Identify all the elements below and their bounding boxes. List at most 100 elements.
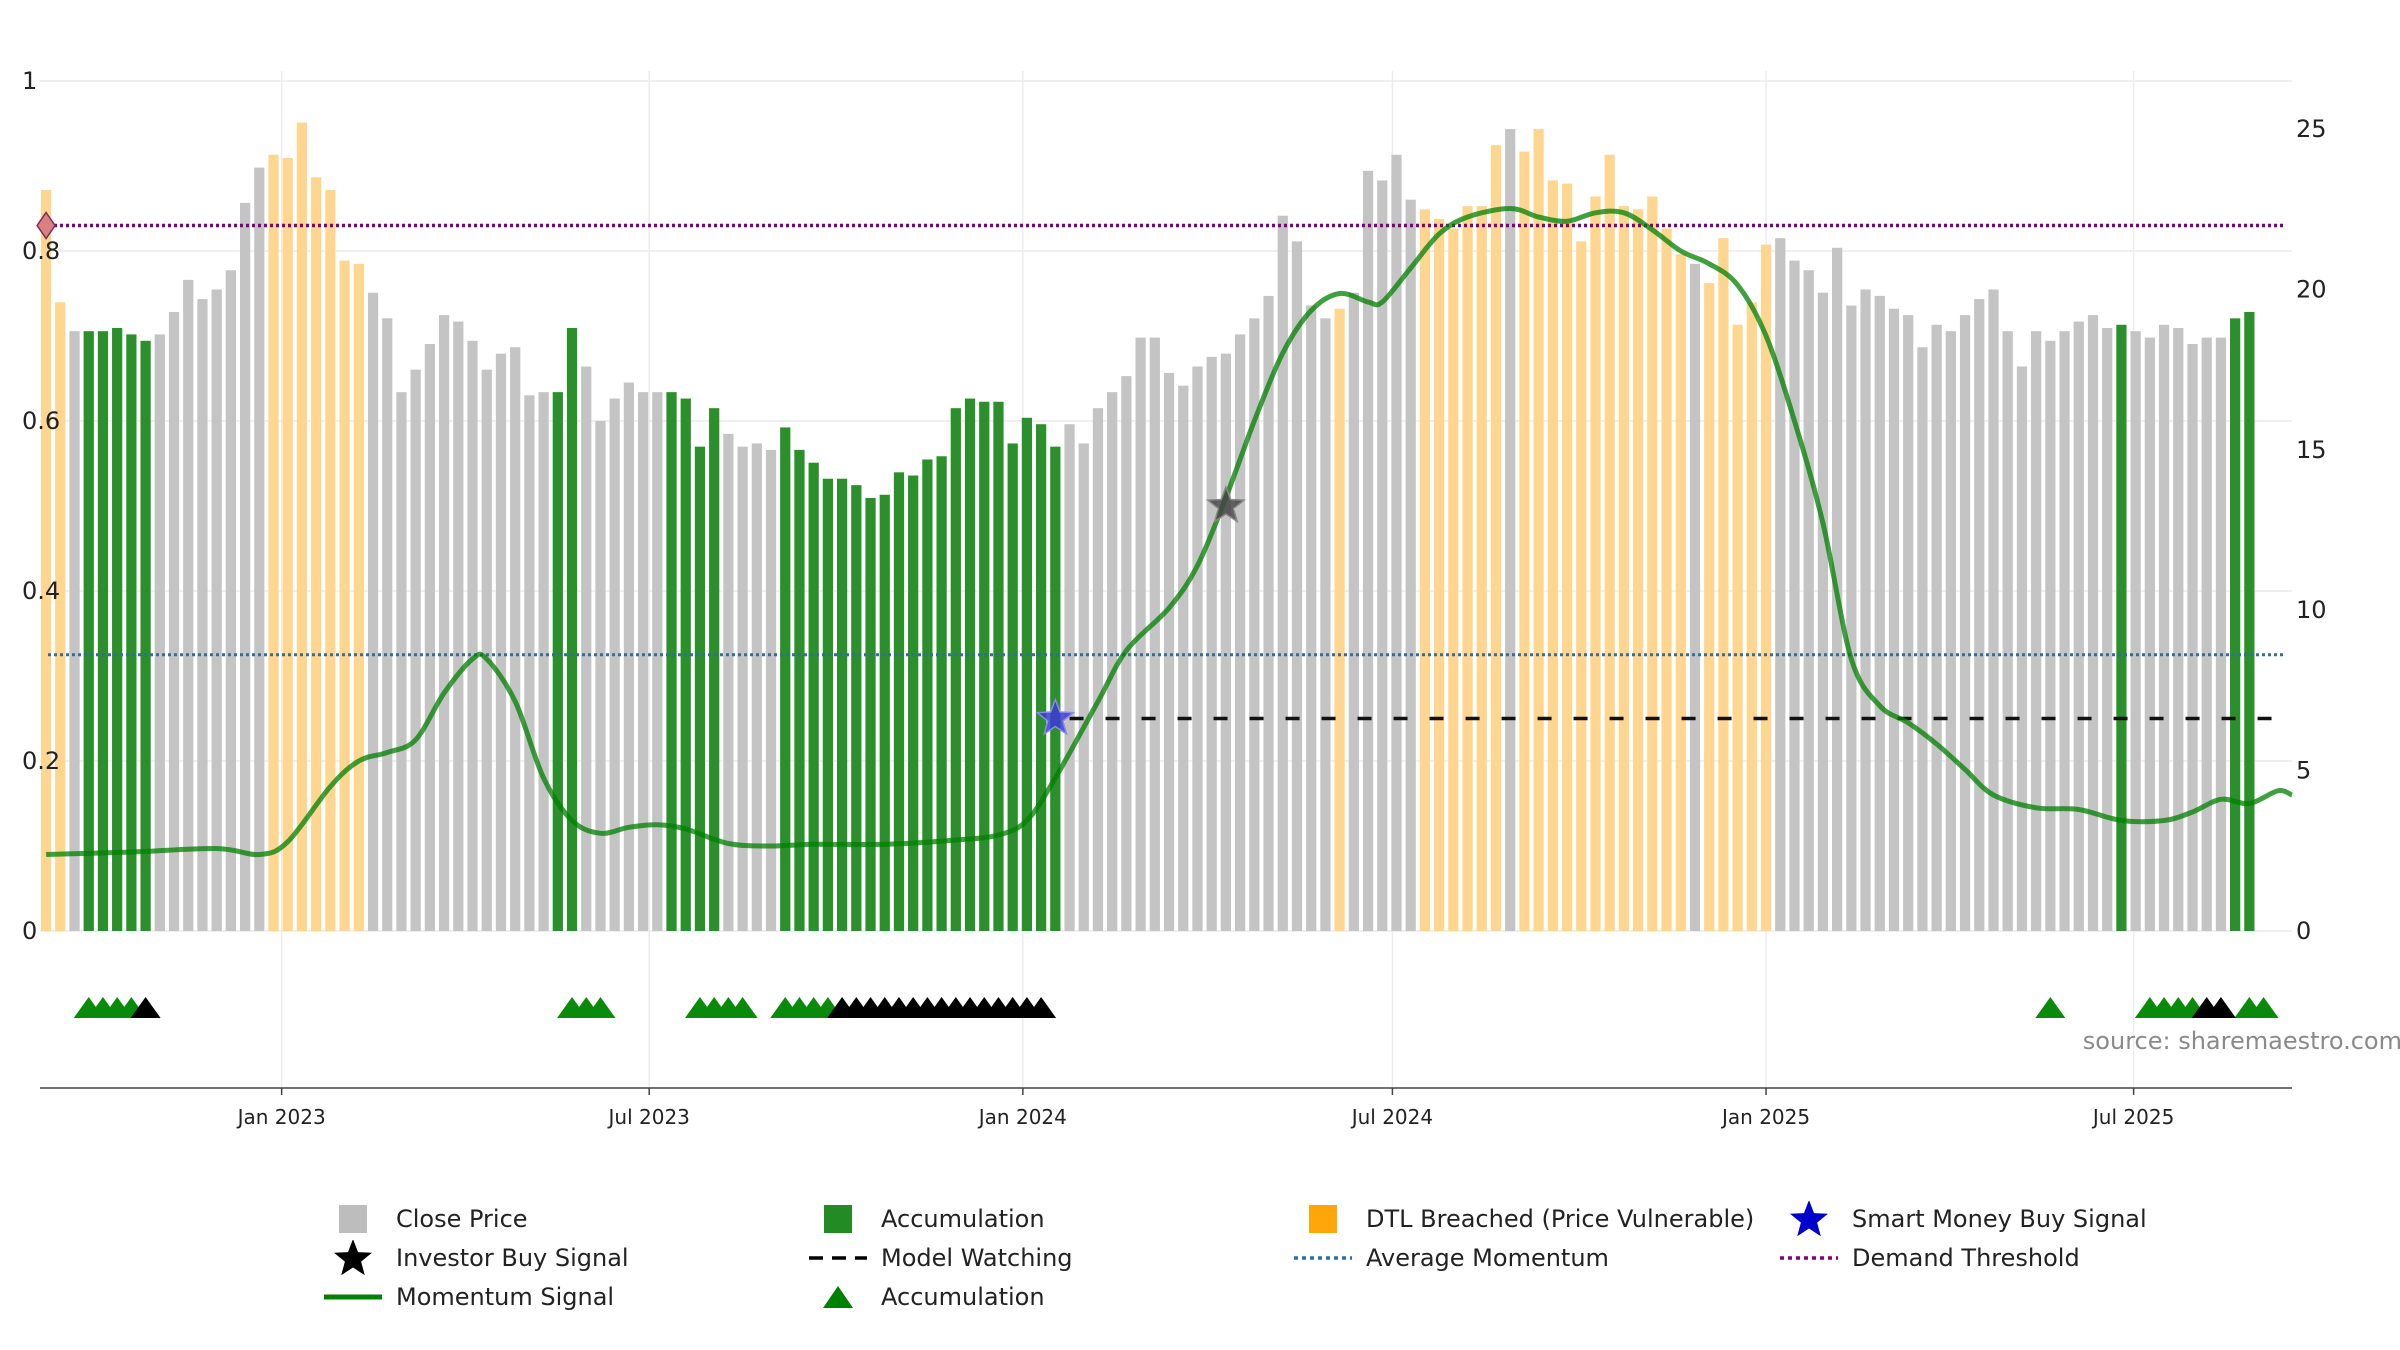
price-bar (666, 392, 677, 931)
price-bar (2059, 331, 2070, 931)
price-bar (623, 382, 634, 931)
right-axis-tick-label: 15 (2296, 436, 2327, 464)
price-bar (1178, 385, 1189, 932)
price-bar (1789, 260, 1800, 931)
price-bar (993, 401, 1004, 931)
price-bar (737, 446, 748, 931)
price-bar (1462, 206, 1473, 932)
price-bar (1618, 206, 1630, 932)
price-bar (2244, 311, 2255, 931)
price-bar (1050, 446, 1061, 931)
price-bar (1561, 183, 1573, 931)
left-axis-tick-label: 1 (22, 67, 37, 95)
accumulation-triangle-black (2205, 997, 2236, 1018)
price-bar (637, 392, 649, 931)
price-bar (1817, 292, 1829, 931)
price-bar (1490, 145, 1502, 931)
price-bar (1974, 299, 1985, 931)
price-bar (2102, 327, 2113, 932)
price-bar (1590, 196, 1601, 932)
price-bar (1419, 209, 1431, 932)
price-bar (225, 270, 236, 931)
price-bar (97, 331, 109, 931)
price-bar (382, 318, 393, 931)
price-bar (254, 167, 265, 932)
price-bar (765, 449, 777, 931)
price-bar (2031, 331, 2042, 931)
left-axis-tick-label: 0.2 (22, 747, 60, 775)
price-bar (510, 347, 521, 932)
price-bar (979, 401, 990, 931)
price-bar (879, 494, 890, 931)
price-bar (1988, 289, 1999, 931)
price-bar (1888, 308, 1900, 931)
left-axis-tick-label: 0.4 (22, 577, 60, 605)
price-bar (581, 366, 592, 932)
price-bar (1448, 228, 1459, 932)
price-bar (396, 392, 407, 931)
price-bar (1192, 366, 1203, 932)
price-bar (780, 427, 791, 931)
price-bar (367, 292, 379, 931)
price-bar (1163, 372, 1175, 931)
price-bar (1903, 315, 1914, 931)
price-bar (1377, 180, 1388, 931)
price-bar (495, 353, 507, 931)
price-bar (1931, 324, 1942, 931)
price-bar (1405, 199, 1416, 931)
price-bar (112, 327, 123, 932)
price-bar (2158, 324, 2170, 931)
price-bar (2002, 331, 2013, 931)
left-axis-tick-label: 0 (22, 917, 37, 945)
source-annotation: source: sharemaestro.com (2083, 1027, 2400, 1055)
price-bar (1760, 244, 1772, 931)
price-bar (2116, 324, 2127, 931)
price-bar (865, 497, 876, 931)
left-axis-tick-label: 0.8 (22, 237, 60, 265)
price-bar (2045, 340, 2056, 931)
price-bar (1661, 228, 1672, 932)
price-bar (1718, 238, 1729, 932)
price-bar (1348, 292, 1359, 931)
price-bar (168, 311, 180, 931)
price-bar (709, 408, 720, 931)
price-bar (211, 289, 222, 931)
price-bar (2144, 337, 2155, 932)
price-bar (1917, 347, 1928, 932)
price-bar (424, 344, 435, 931)
price-bar (922, 459, 933, 931)
price-bar (2073, 321, 2084, 931)
price-bar (836, 478, 848, 931)
price-bar (2201, 337, 2212, 932)
price-bar (239, 202, 251, 931)
price-bar (893, 472, 905, 931)
price-bar (1689, 263, 1701, 932)
accumulation-triangle-green (2248, 997, 2279, 1018)
price-bar (1533, 129, 1544, 932)
price-bar (1803, 270, 1814, 931)
price-bar (438, 315, 450, 931)
price-bar (680, 398, 691, 931)
price-bar (1675, 254, 1686, 931)
price-bar (2173, 327, 2184, 932)
price-bar (197, 299, 208, 931)
price-bar (339, 260, 350, 931)
price-bar (1362, 170, 1374, 931)
price-bar (751, 443, 762, 931)
price-bar (1391, 154, 1402, 931)
price-bar (467, 340, 478, 931)
price-bar (936, 456, 947, 931)
accumulation-triangle-black (1026, 997, 1057, 1018)
price-bar (1746, 302, 1757, 931)
price-bar (1647, 196, 1658, 932)
price-bar (1235, 334, 1246, 931)
x-tick-label: Jan 2023 (236, 1105, 326, 1129)
price-bar (1320, 318, 1331, 931)
right-axis-tick-label: 5 (2296, 757, 2311, 785)
signal-lines (46, 206, 2294, 858)
price-bar (1249, 318, 1260, 931)
price-bar (69, 331, 80, 931)
price-bar (2187, 344, 2198, 931)
price-bar (723, 433, 734, 931)
price-bar (1064, 424, 1075, 931)
